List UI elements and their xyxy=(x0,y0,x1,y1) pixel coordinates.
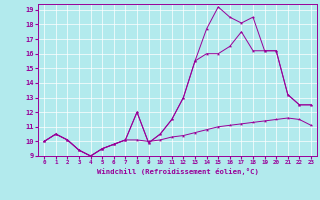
X-axis label: Windchill (Refroidissement éolien,°C): Windchill (Refroidissement éolien,°C) xyxy=(97,168,259,175)
